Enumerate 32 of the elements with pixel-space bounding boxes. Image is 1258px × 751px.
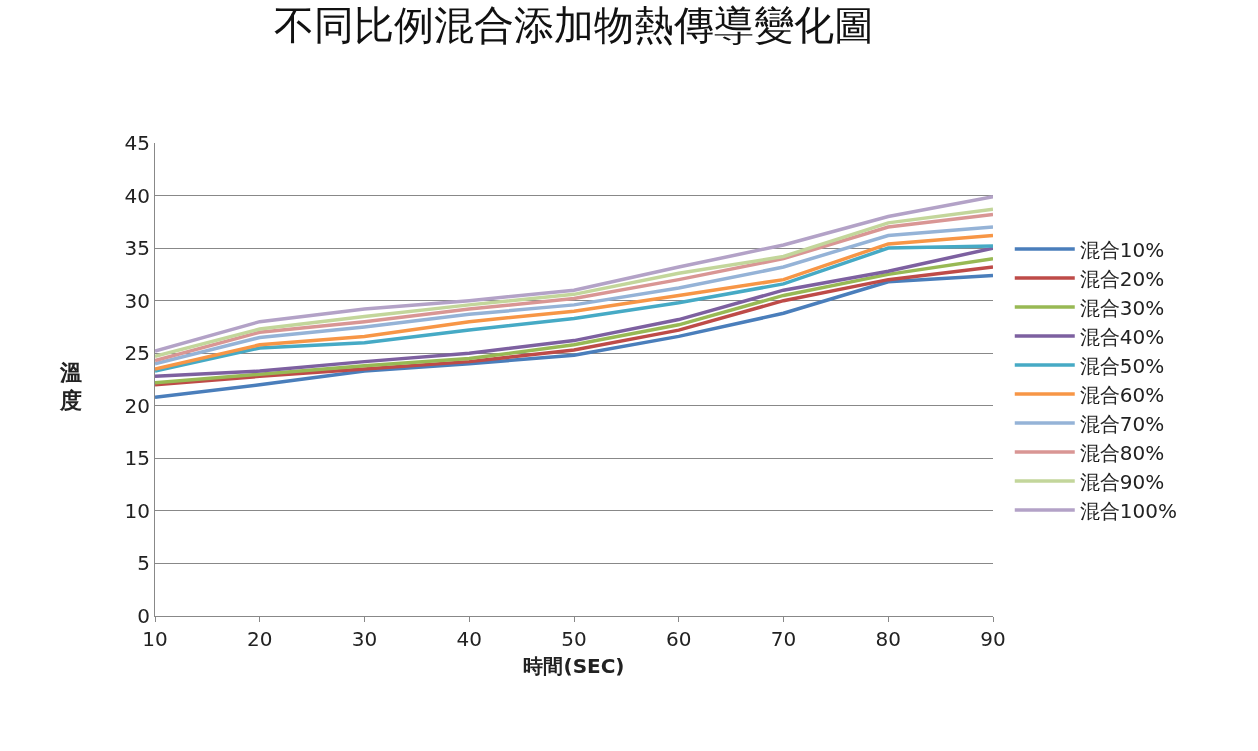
legend-label: 混合20% [1079, 266, 1165, 291]
legend-label: 混合70% [1079, 411, 1165, 436]
y-tick-label: 15 [124, 446, 150, 471]
y-tick-label: 0 [137, 604, 150, 628]
legend-label: 混合80% [1079, 440, 1165, 465]
y-tick-label: 25 [124, 341, 150, 366]
y-tick-label: 20 [124, 393, 150, 418]
legend-label: 混合60% [1079, 382, 1165, 407]
x-tick-label: 30 [351, 627, 378, 651]
x-tick-label: 60 [666, 627, 692, 651]
legend-label: 混合90% [1079, 469, 1165, 494]
legend-label: 混合10% [1079, 237, 1165, 262]
x-tick-label: 40 [456, 627, 482, 651]
x-axis-title: 時間(SEC) [523, 653, 625, 678]
y-tick-label: 45 [124, 131, 150, 155]
x-tick-label: 90 [980, 627, 1006, 651]
y-axis-title: 溫度 [58, 359, 82, 414]
x-tick-label: 20 [247, 627, 273, 651]
y-tick-label: 30 [124, 288, 150, 313]
legend-label: 混合40% [1079, 324, 1165, 349]
x-tick-label: 70 [770, 627, 797, 651]
legend-label: 混合50% [1079, 353, 1165, 378]
chart-title: 不同比例混合添加物熱傳導變化圖 [274, 2, 874, 49]
x-tick-label: 50 [561, 627, 587, 651]
legend-label: 混合30% [1079, 295, 1165, 320]
x-tick-label: 80 [875, 627, 901, 651]
y-tick-label: 10 [124, 498, 150, 523]
line-series [155, 273, 993, 400]
legend-label: 混合100% [1079, 498, 1177, 523]
y-tick-label: 40 [124, 183, 150, 208]
y-tick-label: 5 [137, 551, 150, 576]
y-tick-label: 35 [124, 236, 150, 261]
